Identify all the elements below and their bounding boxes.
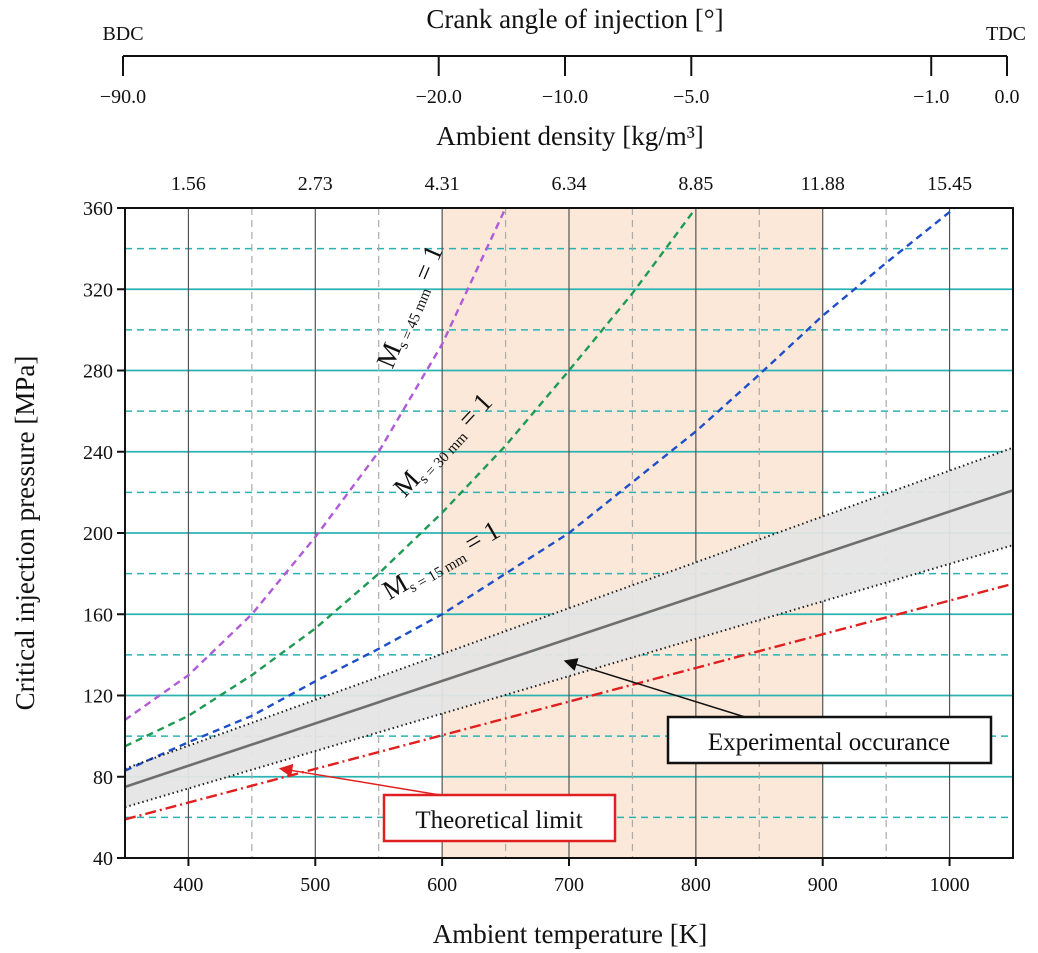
curve-label-0: Ms = 45 mm = 1: [370, 241, 451, 374]
theoretical-label: Theoretical limit: [415, 807, 582, 834]
theoretical-callout: Theoretical limit: [278, 763, 617, 843]
y-tick-label: 40: [93, 848, 113, 870]
theoretical-arrow: [278, 763, 441, 796]
x-tick-label: 800: [681, 874, 711, 896]
y-tick-label: 160: [83, 604, 113, 626]
density-tick-label: 15.45: [927, 173, 972, 195]
bdc-label: BDC: [102, 23, 143, 45]
series-line-5: [125, 544, 1013, 809]
density-axis-ticks: 1.56 2.73 4.31 6.34 8.85 11.88 15.45: [171, 173, 972, 195]
x-tick-label: 400: [173, 874, 203, 896]
x-axis-ticks: 400 500 600 700 800 900 1000: [173, 858, 970, 896]
y-tick-label: 120: [83, 686, 113, 708]
series-line-3: [125, 489, 1013, 789]
density-tick-label: 2.73: [298, 173, 333, 195]
y-tick-label: 200: [83, 523, 113, 545]
plot-area: 400 500 600 700 800 900 1000 40 80 120 160 200 240 2…: [83, 198, 1014, 896]
experimental-label: Experimental occurance: [708, 729, 950, 756]
density-tick-label: 8.85: [678, 173, 713, 195]
y-axis-ticks: 40 80 120 160 200 240 280 320 360: [83, 198, 125, 870]
crank-tick-label: −20.0: [416, 86, 462, 108]
series-line-2: [125, 208, 957, 772]
theoretical-box: [382, 793, 617, 843]
series-group: [125, 208, 1013, 821]
experimental-callout: Experimental occurance: [563, 658, 993, 765]
crank-tick-label: −10.0: [542, 86, 588, 108]
grid: [125, 208, 1013, 858]
y-tick-label: 360: [83, 198, 113, 220]
x-tick-label: 700: [554, 874, 584, 896]
crank-tick-label: −5.0: [673, 86, 709, 108]
y-axis-title: Critical injection pressure [MPa]: [10, 356, 40, 711]
density-tick-label: 11.88: [801, 173, 845, 195]
series-line-6: [125, 582, 1013, 821]
x-axis-title: Ambient temperature [K]: [433, 919, 707, 949]
density-tick-label: 1.56: [171, 173, 206, 195]
crank-axis-ticks: −90.0 −20.0 −10.0 −5.0 −1.0 0.0: [100, 56, 1020, 108]
density-axis-title: Ambient density [kg/m³]: [436, 121, 704, 151]
y-tick-label: 240: [83, 442, 113, 464]
crank-tick-label: −90.0: [100, 86, 146, 108]
curve-label-main: M: [387, 464, 425, 502]
experimental-band: [125, 447, 1013, 808]
curve-label-subscript: s = 45 mm: [395, 286, 435, 351]
x-tick-label: 600: [427, 874, 457, 896]
crank-tick-label: 0.0: [995, 86, 1020, 108]
experimental-arrow: [563, 658, 746, 718]
x-tick-label: 1000: [930, 874, 970, 896]
x-tick-label: 900: [808, 874, 838, 896]
tdc-label: TDC: [986, 23, 1026, 45]
x-tick-label: 500: [300, 874, 330, 896]
crank-tick-label: −1.0: [913, 86, 949, 108]
y-tick-label: 320: [83, 279, 113, 301]
experimental-box: [666, 715, 993, 765]
crank-axis-title: Crank angle of injection [°]: [426, 4, 723, 34]
density-tick-label: 4.31: [425, 173, 460, 195]
series-line-0: [125, 208, 507, 721]
density-tick-label: 6.34: [552, 173, 587, 195]
y-tick-label: 280: [83, 361, 113, 383]
y-tick-label: 80: [93, 767, 113, 789]
series-line-1: [125, 208, 698, 748]
